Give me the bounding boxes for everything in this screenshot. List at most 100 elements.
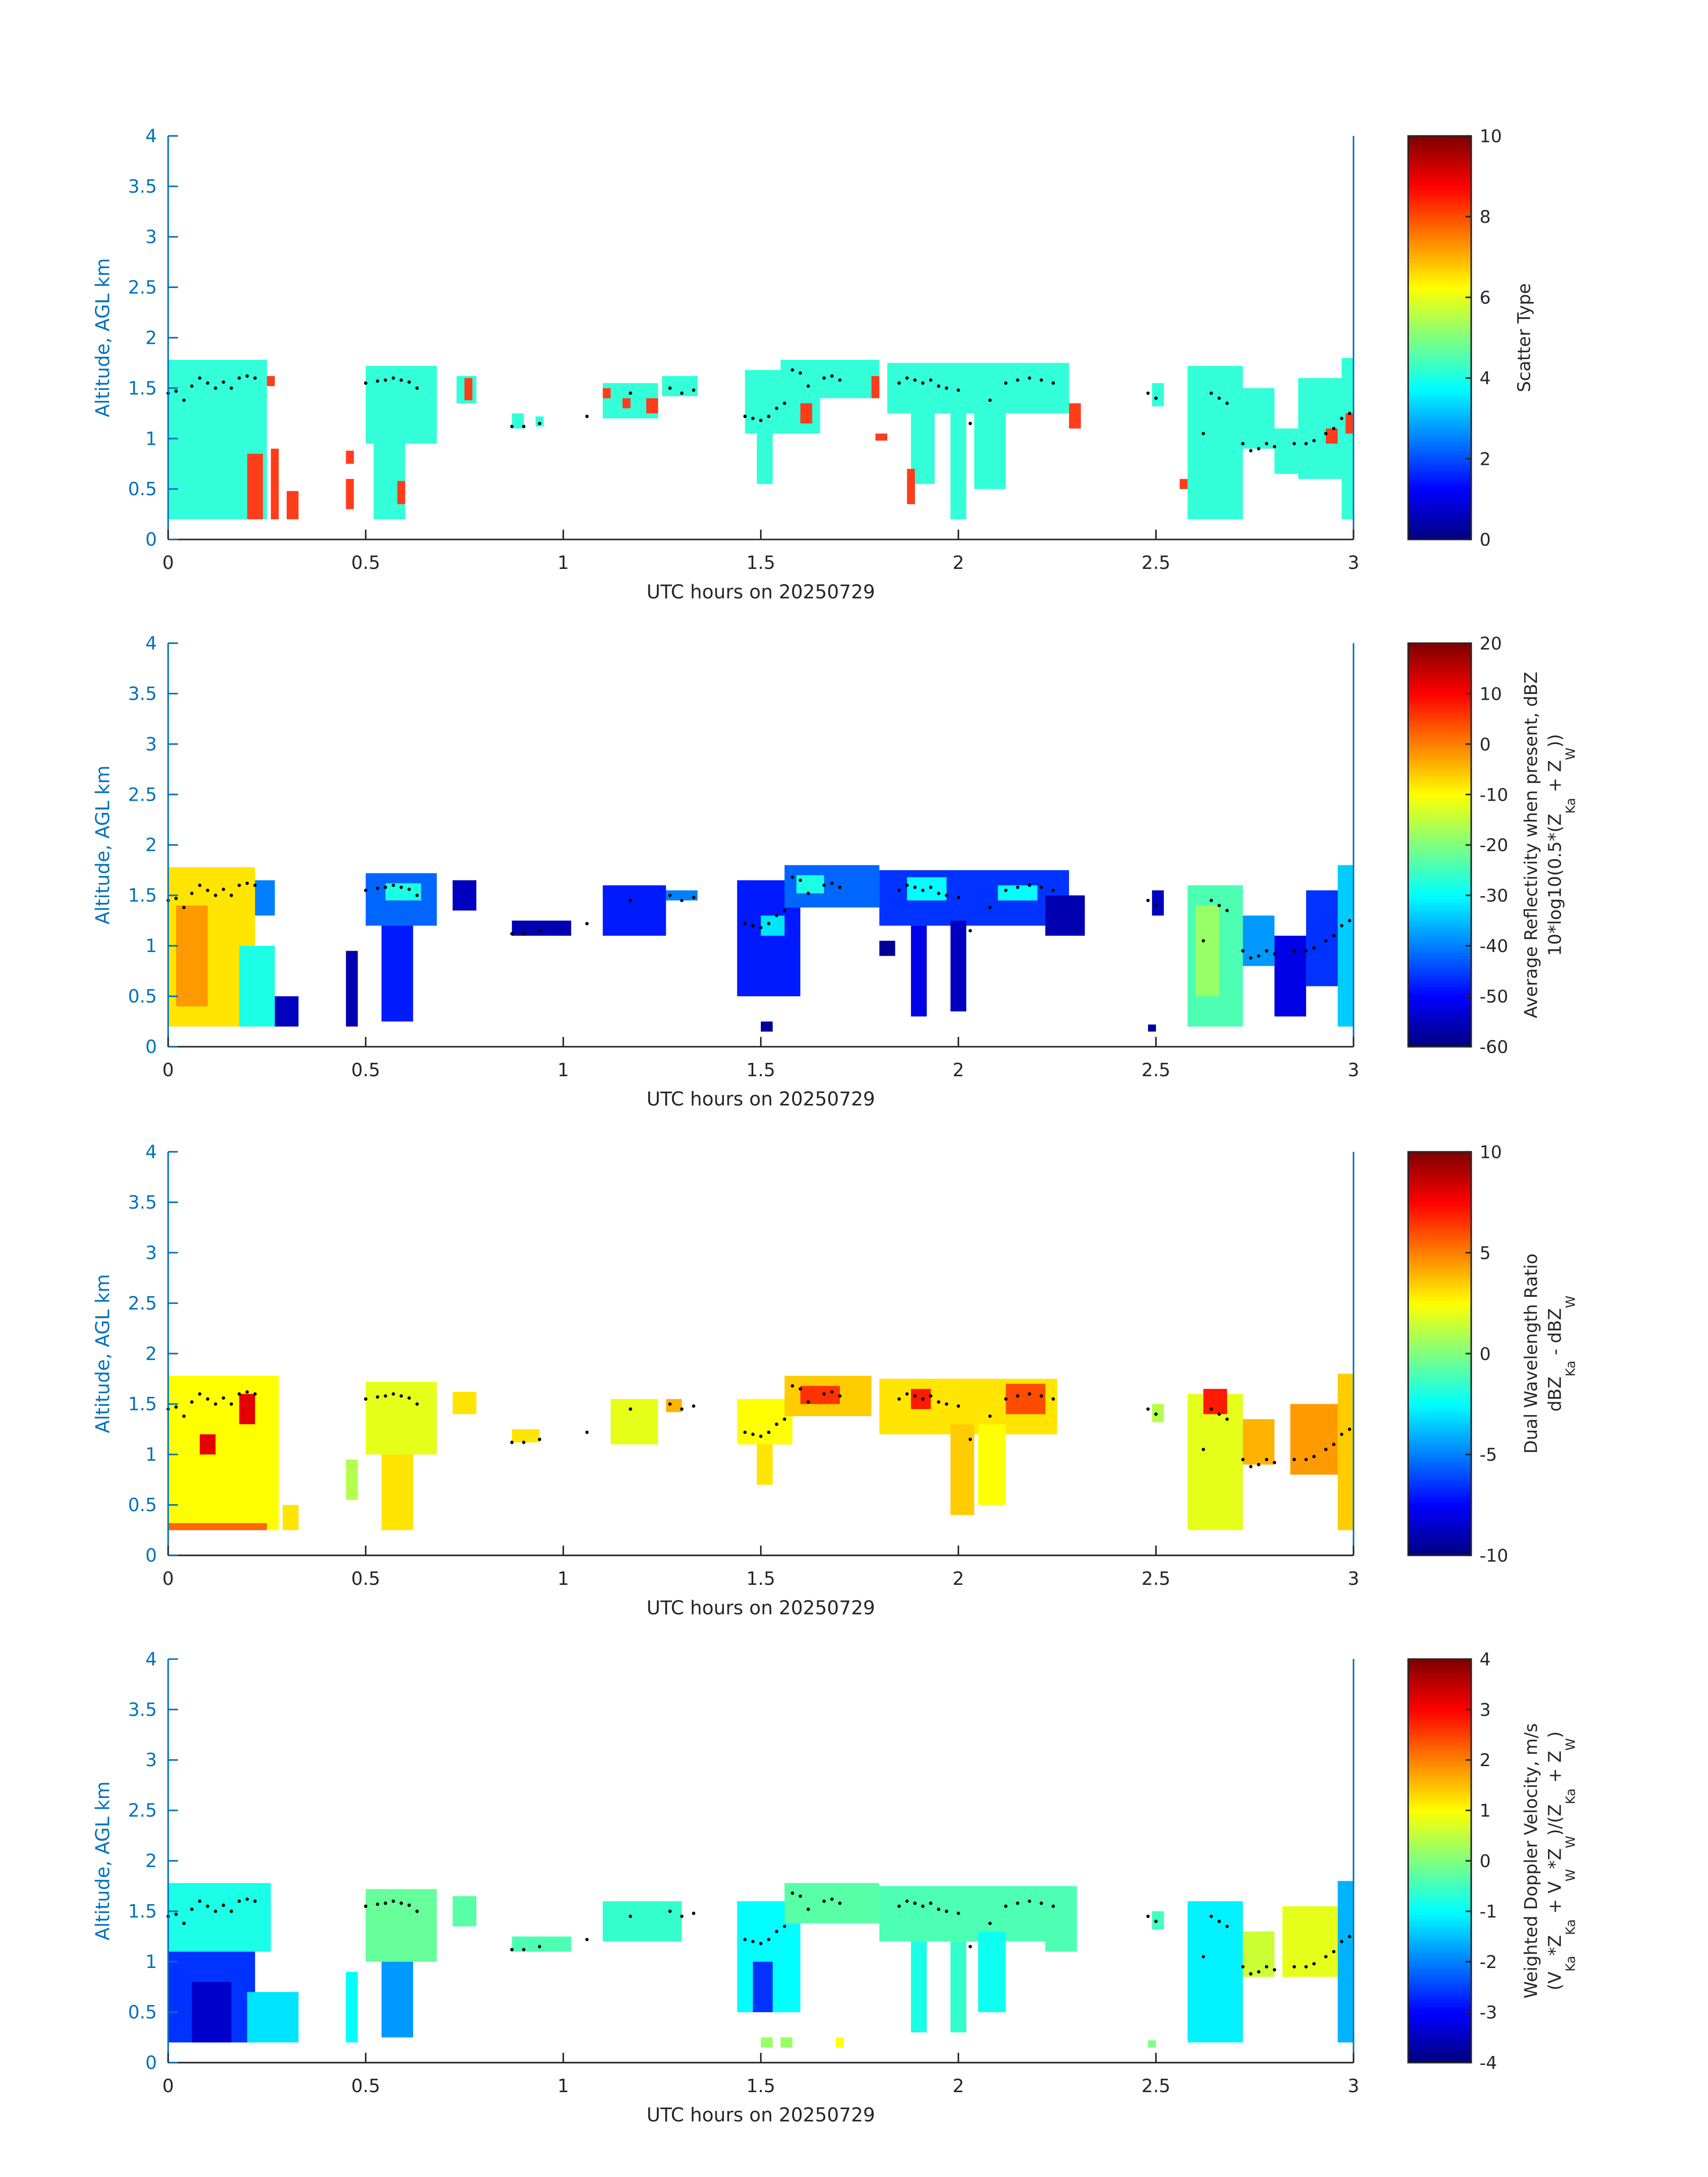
cloud-base-dot bbox=[415, 1910, 419, 1913]
cloud-base-dot bbox=[680, 391, 684, 395]
cloud-base-dot bbox=[759, 1434, 763, 1438]
cloud-base-dot bbox=[245, 1897, 249, 1901]
colorbar-swatch bbox=[1408, 760, 1471, 764]
cloud-base-dot bbox=[1273, 445, 1276, 448]
y-tick-label: 3.5 bbox=[128, 1699, 157, 1720]
colorbar-swatch bbox=[1408, 756, 1471, 760]
colorbar-swatch bbox=[1408, 1772, 1471, 1776]
cloud-base-dot bbox=[238, 1899, 241, 1903]
panel-scatter-type: 0 0.5 1 1.5 2 2.5 3 3.5 4 0 0.5 1 1.5 2 2.5 3 UTC hours … bbox=[92, 125, 1535, 602]
colorbar-swatch bbox=[1408, 1706, 1471, 1710]
y-axis-title: Altitude, AGL km bbox=[92, 1274, 114, 1433]
cloud-base-dot bbox=[399, 1394, 403, 1398]
colorbar-swatch bbox=[1408, 1536, 1471, 1540]
colorbar-swatch bbox=[1408, 1290, 1471, 1294]
cloud-base-dot bbox=[1340, 417, 1344, 420]
cloud-base-dot bbox=[1225, 401, 1229, 405]
colorbar-swatch bbox=[1408, 1880, 1471, 1884]
colorbar-swatch bbox=[1408, 889, 1471, 893]
heatmap-cell bbox=[974, 408, 1006, 489]
colorbar-swatch bbox=[1408, 514, 1471, 518]
cloud-base-dot bbox=[245, 374, 249, 378]
cloud-base-dot bbox=[585, 922, 589, 926]
x-tick-label: 0.5 bbox=[351, 1059, 380, 1081]
colorbar-swatch bbox=[1408, 879, 1471, 883]
cloud-base-dot bbox=[822, 376, 826, 380]
cloud-base-dot bbox=[198, 1392, 202, 1396]
heatmap-cell bbox=[1187, 1394, 1243, 1530]
colorbar-swatch bbox=[1408, 180, 1471, 184]
colorbar-swatch bbox=[1408, 697, 1471, 701]
colorbar-swatch bbox=[1408, 275, 1471, 279]
colorbar-swatch bbox=[1408, 1316, 1471, 1320]
colorbar-swatch bbox=[1408, 1461, 1471, 1465]
colorbar-swatch bbox=[1408, 1006, 1471, 1010]
cloud-base-dot bbox=[775, 1930, 778, 1933]
cloud-base-dot bbox=[838, 1901, 842, 1905]
cloud-base-dot bbox=[1004, 381, 1008, 385]
colorbar-swatch bbox=[1408, 1495, 1471, 1499]
colorbar-swatch bbox=[1408, 1498, 1471, 1502]
colorbar-swatch bbox=[1408, 1372, 1471, 1376]
colorbar-swatch bbox=[1408, 1303, 1471, 1307]
cloud-base-dot bbox=[245, 1390, 249, 1394]
colorbar-swatch bbox=[1408, 1734, 1471, 1738]
cloud-base-dot bbox=[1004, 1904, 1008, 1908]
cloud-base-dot bbox=[1292, 442, 1296, 446]
cloud-base-dot bbox=[1027, 376, 1031, 380]
colorbar-swatch bbox=[1408, 687, 1471, 691]
colorbar-swatch bbox=[1408, 1851, 1471, 1855]
cloud-base-dot bbox=[798, 1894, 802, 1898]
colorbar-swatch bbox=[1408, 517, 1471, 521]
colorbar-swatch bbox=[1408, 1278, 1471, 1282]
x-axis-title: UTC hours on 20250729 bbox=[647, 581, 875, 603]
colorbar-swatch bbox=[1408, 467, 1471, 471]
colorbar-swatch bbox=[1408, 2002, 1471, 2006]
cloud-base-dot bbox=[198, 376, 202, 380]
cloud-base-dot bbox=[376, 886, 380, 890]
cloud-base-dot bbox=[921, 1397, 925, 1401]
colorbar-swatch bbox=[1408, 731, 1471, 735]
cloud-base-dot bbox=[399, 1901, 403, 1905]
colorbar-swatch bbox=[1408, 388, 1471, 392]
colorbar-swatch bbox=[1408, 1417, 1471, 1421]
heatmap-cell bbox=[512, 920, 572, 936]
cloud-base-dot bbox=[1154, 397, 1158, 400]
cloud-base-dot bbox=[174, 897, 178, 900]
cloud-base-dot bbox=[751, 1939, 755, 1943]
colorbar-swatch bbox=[1408, 366, 1471, 370]
cloud-base-dot bbox=[944, 1910, 948, 1913]
cloud-base-dot bbox=[759, 1942, 763, 1946]
colorbar-swatch bbox=[1408, 1508, 1471, 1512]
colorbar-swatch bbox=[1408, 1249, 1471, 1254]
colorbar-swatch bbox=[1408, 851, 1471, 855]
colorbar-tick-label: -4 bbox=[1480, 2053, 1497, 2073]
colorbar-swatch bbox=[1408, 662, 1471, 666]
heatmap-cell bbox=[346, 1459, 358, 1500]
cloud-base-dot bbox=[798, 1387, 802, 1391]
colorbar-swatch bbox=[1408, 369, 1471, 373]
colorbar-swatch bbox=[1408, 1993, 1471, 1997]
colorbar-swatch bbox=[1408, 801, 1471, 805]
colorbar-swatch bbox=[1408, 1763, 1471, 1767]
colorbar-swatch bbox=[1408, 281, 1471, 285]
colorbar-swatch bbox=[1408, 854, 1471, 858]
heatmap-cell bbox=[950, 408, 966, 519]
colorbar-swatch bbox=[1408, 1155, 1471, 1159]
cloud-base-dot bbox=[668, 1910, 672, 1913]
colorbar-swatch bbox=[1408, 2059, 1471, 2063]
cloud-base-dot bbox=[692, 388, 696, 392]
colorbar-swatch bbox=[1408, 192, 1471, 196]
colorbar-swatch bbox=[1408, 1776, 1471, 1780]
colorbar-swatch bbox=[1408, 230, 1471, 234]
cloud-base-dot bbox=[767, 1938, 771, 1942]
colorbar-swatch bbox=[1408, 394, 1471, 398]
colorbar-tick-label: -50 bbox=[1480, 987, 1508, 1007]
cloud-base-dot bbox=[415, 894, 419, 897]
cloud-base-dot bbox=[775, 406, 778, 410]
colorbar-swatch bbox=[1408, 315, 1471, 319]
colorbar-swatch bbox=[1408, 1870, 1471, 1874]
colorbar-tick-label: -10 bbox=[1480, 785, 1508, 805]
colorbar-swatch bbox=[1408, 1807, 1471, 1811]
y-tick-label: 4 bbox=[145, 1648, 157, 1670]
